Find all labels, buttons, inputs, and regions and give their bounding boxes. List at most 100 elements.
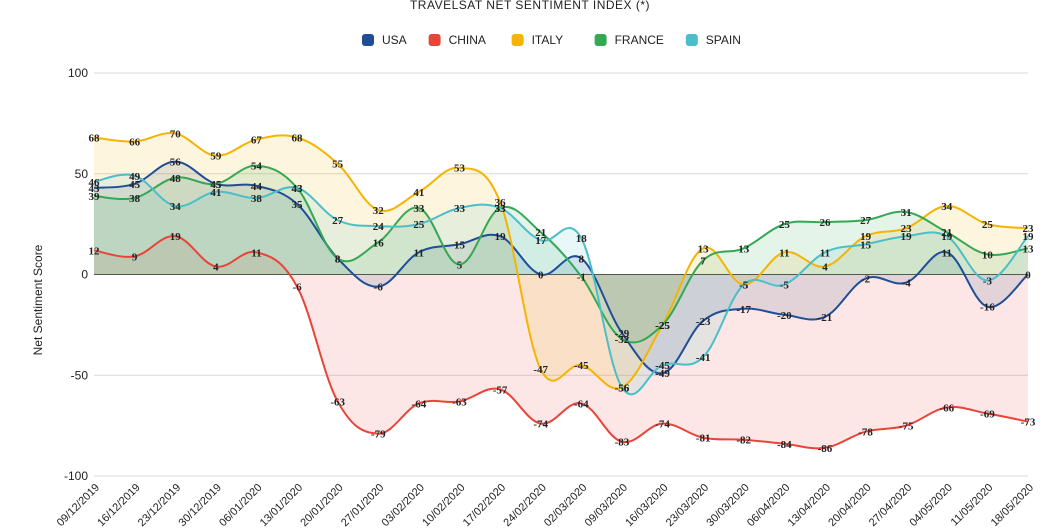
data-label-usa: -6	[374, 282, 384, 294]
data-label-france: 26	[819, 217, 831, 229]
x-tick-label: 13/01/2020	[258, 482, 305, 529]
data-label-italy: 23	[1023, 223, 1035, 235]
data-label-china: 9	[132, 251, 138, 263]
grid	[94, 72, 1028, 477]
data-label-italy: -56	[615, 382, 630, 394]
data-label-italy: 36	[495, 197, 507, 209]
data-label-usa: -29	[615, 328, 630, 340]
data-label-italy: -25	[655, 320, 670, 332]
data-label-usa: -2	[861, 274, 871, 286]
data-label-china: -79	[371, 429, 386, 441]
data-label-spain: 19	[941, 231, 953, 243]
x-tick-label: 20/01/2020	[298, 482, 345, 529]
data-label-usa: -21	[818, 312, 833, 324]
series-areas	[94, 133, 1028, 449]
x-tick-label: 04/05/2020	[907, 482, 954, 529]
data-label-spain: 46	[89, 177, 101, 189]
data-label-italy: 67	[251, 134, 263, 146]
data-label-spain: 25	[413, 219, 425, 231]
data-label-china: -63	[330, 396, 345, 408]
data-label-spain: 19	[901, 231, 913, 243]
data-label-china: -84	[777, 439, 792, 451]
data-label-spain: 19	[1023, 231, 1035, 243]
data-label-italy: 70	[170, 128, 182, 140]
data-label-china: -64	[574, 398, 589, 410]
x-tick-label: 17/02/2020	[461, 482, 508, 529]
x-tick-label: 23/12/2019	[136, 482, 183, 529]
y-axis-ticks: 100 50 0 -50 -100	[64, 66, 88, 483]
data-label-usa: 15	[454, 239, 466, 251]
data-label-china: -81	[696, 433, 711, 445]
legend-swatch-china	[428, 34, 441, 46]
data-label-france: 54	[251, 161, 263, 173]
data-label-italy: 11	[779, 247, 789, 259]
data-label-china: -74	[655, 419, 670, 431]
data-label-spain: 11	[820, 247, 830, 259]
data-label-china: -74	[533, 419, 548, 431]
data-label-italy: 25	[982, 219, 994, 231]
area-italy	[94, 133, 1028, 389]
data-label-france: -25	[655, 320, 670, 332]
data-label-france: 10	[982, 249, 994, 261]
data-label-spain: 43	[292, 183, 304, 195]
data-label-france: 21	[535, 227, 546, 239]
data-label-china: -6	[292, 282, 302, 294]
data-label-spain: 17	[535, 235, 547, 247]
legend-label-spain: SPAIN	[706, 33, 741, 47]
x-tick-label: 20/04/2020	[826, 482, 873, 529]
x-tick-label: 27/04/2020	[867, 482, 914, 529]
x-tick-label: 23/03/2020	[664, 482, 711, 529]
x-tick-label: 09/03/2020	[583, 482, 630, 529]
legend: USA CHINA ITALY FRANCE SPAIN	[362, 33, 741, 47]
data-label-spain: 49	[129, 171, 141, 183]
x-tick-label: 24/02/2020	[501, 482, 548, 529]
data-label-spain: -3	[983, 276, 993, 288]
data-label-china: 19	[170, 231, 182, 243]
data-label-italy: 41	[413, 187, 424, 199]
legend-swatch-france	[594, 34, 607, 46]
data-label-usa: 43	[89, 183, 101, 195]
x-tick-label: 09/12/2019	[55, 482, 102, 529]
legend-label-italy: ITALY	[532, 33, 564, 47]
x-tick-label: 27/01/2020	[339, 482, 386, 529]
legend-label-china: CHINA	[449, 33, 486, 47]
data-label-france: 38	[129, 193, 141, 205]
data-label-china: 4	[213, 261, 219, 273]
data-label-spain: -45	[655, 360, 670, 372]
data-label-france: 33	[495, 203, 507, 215]
data-label-italy: 23	[901, 223, 913, 235]
data-label-spain: 33	[454, 203, 466, 215]
x-tick-label: 18/05/2020	[989, 482, 1036, 529]
legend-label-usa: USA	[382, 33, 407, 47]
data-label-italy: 66	[129, 137, 141, 149]
x-tick-label: 06/04/2020	[745, 482, 792, 529]
data-label-usa: -16	[980, 302, 995, 314]
data-label-france: -1	[577, 272, 586, 284]
data-label-usa: -49	[655, 368, 670, 380]
data-label-italy: 59	[210, 151, 222, 163]
data-label-china: -78	[858, 427, 873, 439]
data-label-france: 27	[860, 215, 872, 227]
data-label-china: -83	[615, 437, 630, 449]
data-label-china: 11	[251, 247, 261, 259]
data-label-usa: 8	[335, 253, 341, 265]
data-label-france: 39	[89, 191, 101, 203]
data-label-china: -82	[736, 435, 751, 447]
x-axis-ticks: 09/12/201916/12/201923/12/201930/12/2019…	[55, 482, 1036, 529]
line-france	[93, 164, 1029, 344]
data-label-usa: -4	[902, 278, 912, 290]
data-label-usa: 0	[1025, 270, 1031, 282]
data-label-usa: -17	[736, 304, 751, 316]
data-label-china: -69	[980, 409, 995, 421]
data-label-china: -63	[452, 396, 467, 408]
data-label-spain: 24	[373, 221, 385, 233]
data-label-france: 48	[170, 173, 182, 185]
x-tick-label: 16/12/2019	[95, 482, 142, 529]
x-tick-label: 30/03/2020	[704, 482, 751, 529]
line-spain	[93, 173, 1029, 396]
data-label-china: 12	[89, 245, 101, 257]
x-tick-label: 06/01/2020	[217, 482, 264, 529]
data-label-usa: 11	[942, 247, 952, 259]
data-label-italy: -45	[574, 360, 589, 372]
